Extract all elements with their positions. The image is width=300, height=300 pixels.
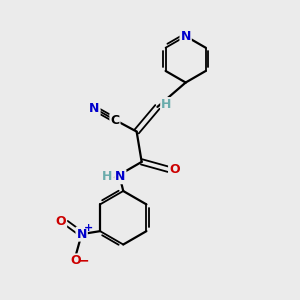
Text: H: H bbox=[161, 98, 172, 111]
Text: N: N bbox=[89, 102, 100, 115]
Text: O: O bbox=[169, 163, 180, 176]
Text: N: N bbox=[76, 228, 87, 241]
Text: C: C bbox=[110, 114, 119, 127]
Text: H: H bbox=[101, 170, 112, 183]
Text: −: − bbox=[77, 254, 89, 268]
Text: N: N bbox=[181, 30, 191, 43]
Text: O: O bbox=[70, 254, 81, 267]
Text: O: O bbox=[56, 215, 66, 228]
Text: N: N bbox=[115, 170, 125, 183]
Text: +: + bbox=[84, 223, 93, 233]
